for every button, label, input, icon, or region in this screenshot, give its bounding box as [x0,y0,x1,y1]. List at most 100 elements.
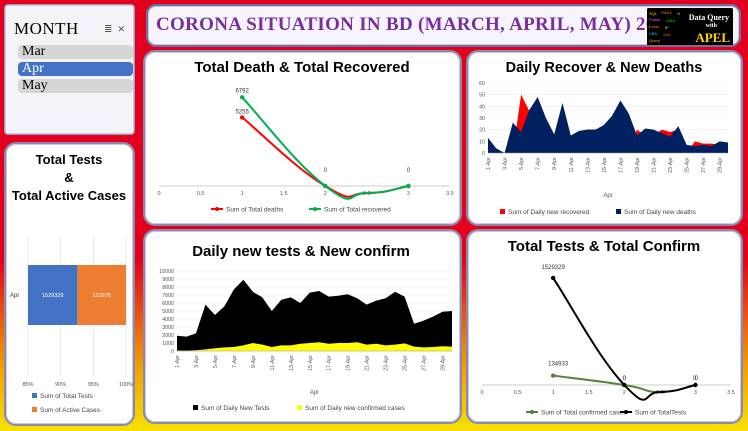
x-tick-label: 13-Apr [585,157,591,173]
chart-title: Daily Recover & New Deaths [506,60,703,76]
x-tick-label: 85% [22,382,33,388]
x-tick-label: 15-Apr [602,157,608,173]
svg-text:SQL: SQL [649,11,658,16]
x-tick-label: 3-Apr [503,157,509,170]
data-label-active-cases: 122976 [93,293,111,299]
slicer-item-apr[interactable]: Apr [18,62,133,76]
y-tick-label: 9000 [162,277,174,283]
x-tick-label: 11-Apr [270,355,276,371]
svg-text:IF: IF [665,25,669,30]
chart-title-line: Total Active Cases [12,188,126,203]
legend-item-0-marker [215,207,219,211]
x-axis-label: Apr [310,390,319,396]
y-tick-label: 40 [479,104,485,110]
y-tick-label: 3000 [162,325,174,331]
data-point [239,115,245,120]
data-label: 0 [693,376,697,382]
slicer-clear-filter-icon[interactable]: ≣ ⨯ [104,24,127,35]
panel-recover-deaths: Daily Recover & New Deaths 0 10 20 30 40 50 60 1… [466,50,743,226]
chart-title: Total Tests & Total Confirm [508,238,701,255]
legend-item-1: Sum of Total recovered [324,207,391,214]
data-label: 0 [324,168,328,174]
dashboard-title: CORONA SITUATION IN BD (MARCH, APRIL, MA… [156,14,676,35]
legend-item-1: Sum of Daily new confirmed cases [305,405,405,412]
legend-total-tests: Sum of Total Tests [40,393,94,400]
x-tick-label: 7-Apr [232,355,238,368]
bar-active-cases [77,265,126,325]
x-tick-label: 1 [241,191,244,197]
x-tick-label: 1-Apr [486,157,492,170]
x-axis-label: Apr [603,193,612,199]
data-point [550,373,556,378]
svg-text:RANK: RANK [661,10,672,15]
x-tick-label: 5-Apr [213,355,219,368]
x-tick-label: 3 [407,191,410,197]
data-label-total-tests: 1529329 [42,293,63,299]
x-tick-label: 17-Apr [327,355,333,371]
legend-item-0-marker [530,410,534,414]
x-tick-label: 3.5 [446,191,454,197]
x-tick-label: 9-Apr [552,157,558,170]
x-tick-label: 100% [119,382,133,388]
x-tick-label: 0.5 [197,191,205,197]
x-tick-label: 90% [55,382,66,388]
y-tick-label: 7000 [162,293,174,299]
legend-item-1: Sum of Daily new deaths [624,209,697,216]
x-tick-label: 15-Apr [308,355,314,371]
y-tick-label: 4000 [162,317,174,323]
legend-item-0: Sum of Total confirmed cases [541,410,627,417]
title-bar: CORONA SITUATION IN BD (MARCH, APRIL, MA… [146,4,741,47]
logo-line-2: with [705,23,717,29]
x-tick-label: 19-Apr [346,355,352,371]
series-area-1 [177,342,452,351]
x-tick-label: 27-Apr [422,355,428,371]
x-tick-label: 0.5 [514,390,522,396]
x-tick-label: 21-Apr [365,355,371,371]
data-point [550,275,556,281]
svg-text:Power: Power [649,17,661,22]
y-tick-label: 6000 [162,301,174,307]
panel-daily-tests-confirm: Daily new tests & New confirm 0 1000 2000 30… [143,229,462,424]
svg-text:M: M [677,11,680,16]
bar-total-tests [28,265,78,325]
y-tick-label: 8000 [162,285,174,291]
x-tick-label: 3 [694,390,697,396]
slicer-item-may[interactable]: May [18,79,133,93]
y-tick-label: 50 [479,93,485,99]
apel-logo: SQL RANK M Power DAX Excel IF VBA XML Query D… [647,8,733,45]
chart-title-line: & [64,170,73,185]
panel-death-recovered: Total Death & Total Recovered 0 0.5 1 1.5 2 2.… [143,50,462,226]
data-point [693,382,698,388]
y-category-label: Apr [10,293,19,299]
x-tick-label: 11-Apr [569,157,575,173]
slicer-header: MONTH [14,19,79,38]
x-tick-label: 25-Apr [403,355,409,371]
svg-text:VBA: VBA [649,31,657,36]
x-tick-label: 1 [552,390,555,396]
x-tick-label: 95% [88,382,99,388]
chart-daily-tests-confirm: Daily new tests & New confirm 0 1000 2000 30… [159,243,452,412]
x-tick-label: 0 [157,191,160,197]
x-tick-label: 2 [324,191,327,197]
x-tick-label: 29-Apr [441,355,447,371]
data-point [406,183,411,189]
month-slicer: MONTH ≣ ⨯ Mar Apr May [4,4,135,135]
data-label: 0 [623,376,627,382]
legend-item-1-marker [624,410,628,414]
x-tick-label: 1-Apr [175,355,181,368]
x-tick-label: 17-Apr [618,157,624,173]
y-tick-label: 10000 [159,269,174,275]
logo-line-3: APEL [695,30,730,45]
x-tick-label: 0 [480,390,483,396]
chart-title: Total Death & Total Recovered [194,59,409,76]
data-label: 0 [623,376,627,382]
legend-total-tests-key [32,393,37,398]
svg-text:XML: XML [663,32,672,37]
slicer-item-mar[interactable]: Mar [18,45,133,59]
legend-item-0: Sum of Total deaths [226,207,284,214]
y-tick-label: 1000 [162,341,174,347]
y-tick-label: 0 [482,151,485,157]
data-label: 1529329 [541,265,565,271]
